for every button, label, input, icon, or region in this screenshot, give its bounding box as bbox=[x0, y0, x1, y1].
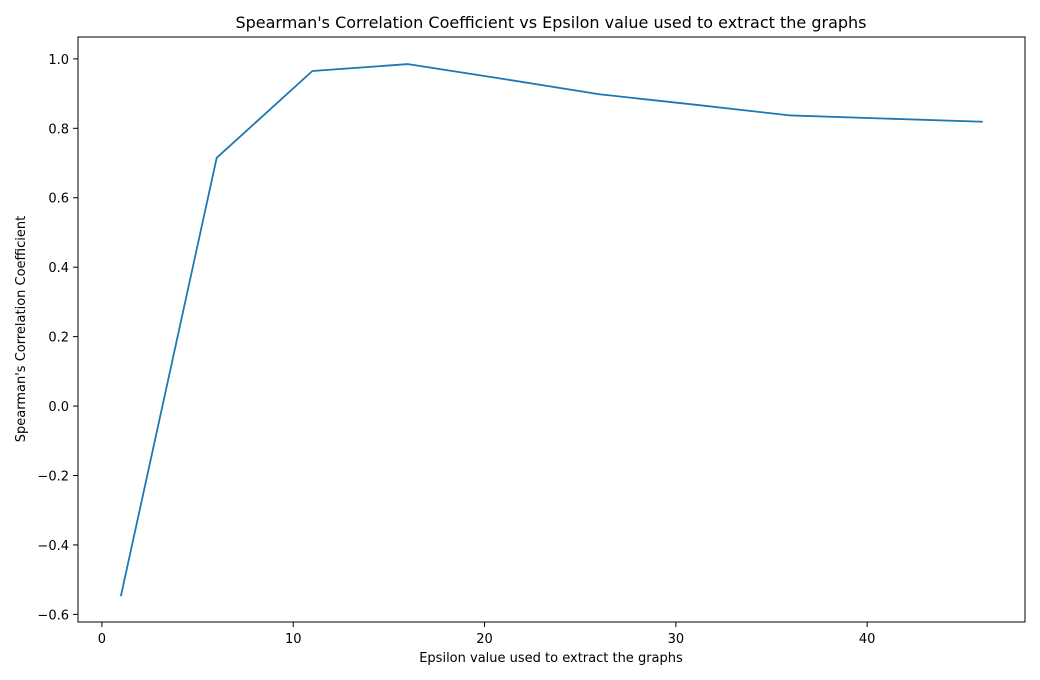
y-tick-label: 0.8 bbox=[48, 122, 69, 137]
plot-frame bbox=[77, 36, 1026, 623]
y-tick-label: −0.4 bbox=[37, 539, 69, 554]
x-tick-label: 0 bbox=[98, 632, 106, 647]
x-tick-label: 30 bbox=[668, 632, 685, 647]
y-tick-label: 0.0 bbox=[48, 400, 69, 415]
chart-title: Spearman's Correlation Coefficient vs Ep… bbox=[235, 13, 866, 32]
y-tick-label: −0.2 bbox=[37, 469, 69, 484]
y-axis-label: Spearman's Correlation Coefficient bbox=[14, 216, 29, 442]
y-tick-label: 0.4 bbox=[48, 261, 69, 276]
y-tick-label: 0.2 bbox=[48, 331, 69, 346]
y-tick-label: −0.6 bbox=[37, 608, 69, 623]
x-tick-label: 40 bbox=[859, 632, 876, 647]
series-layer bbox=[119, 63, 983, 597]
y-tick-label: 0.6 bbox=[48, 192, 69, 207]
x-axis-ticks: 0 10 20 30 40 bbox=[98, 622, 876, 647]
x-tick-label: 10 bbox=[285, 632, 302, 647]
series-line bbox=[119, 63, 983, 597]
x-axis-label: Epsilon value used to extract the graphs bbox=[419, 651, 683, 666]
y-axis-ticks: −0.6 −0.4 −0.2 0.0 0.2 0.4 0.6 0.8 1.0 bbox=[37, 53, 78, 623]
y-tick-label: 1.0 bbox=[48, 53, 69, 68]
x-tick-label: 20 bbox=[476, 632, 493, 647]
